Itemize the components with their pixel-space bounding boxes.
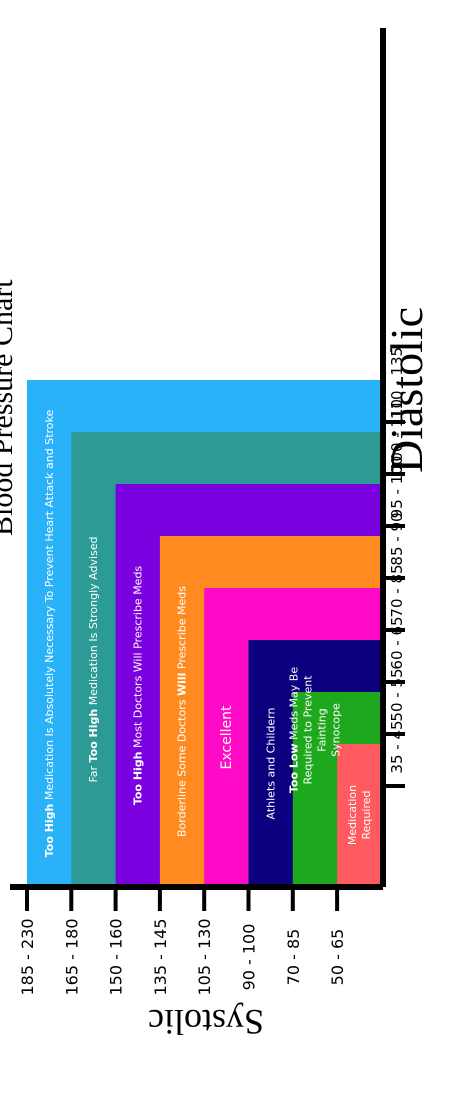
chart-title: Blood Pressure Chart [0,279,19,536]
systolic-tick-label: 165 - 180 [62,918,81,995]
bar-level-1 [337,744,383,887]
y-axis-title: Systolic [148,1002,264,1042]
band-label-level-7: Far Too High Medication Is Strongly Advi… [87,536,100,782]
diastolic-tick-label: 95 - 100 [388,456,406,519]
systolic-tick-label: 150 - 160 [107,918,126,995]
bars-group [27,380,384,887]
diastolic-tick-label: 100 - 110 [388,399,406,471]
systolic-tick-label: 185 - 230 [18,918,37,995]
diastolic-tick-label: 85 - 90 [388,512,406,565]
systolic-tick-label: 90 - 100 [240,924,259,991]
diastolic-tick-label: 70 - 85 [388,564,406,617]
systolic-tick-label: 105 - 130 [195,918,214,995]
band-label-level-4: Excellent [219,705,235,769]
band-label-level-6: Too High Most Doctors Will Prescribe Med… [131,566,144,806]
band-label-level-5: Borderline Some Doctors Will Prescribe M… [176,586,189,837]
systolic-tick-label: 50 - 65 [328,929,347,986]
systolic-ticks: 50 - 65 70 - 85 90 - 100 105 - 130 135 - 145… [18,887,347,996]
systolic-tick-label: 70 - 85 [284,929,303,986]
x-axis-title: Diastolic [381,307,432,473]
band-label-level-3: Athlets and Childern [264,707,277,819]
diastolic-tick-label: 60 - 65 [388,616,406,669]
systolic-tick-label: 135 - 145 [151,918,170,995]
diastolic-tick-label: 110 - 135 [388,347,406,419]
band-label-level-1: MedicationRequired [346,785,373,845]
diastolic-tick-label: 35 - 45 [388,720,406,773]
diastolic-tick-label: 50 - 55 [388,668,406,721]
band-label-level-8: Too High Medication Is Absolutely Necess… [43,409,56,857]
band-label-level-2: Too Low Meds May BeRequired to PreventFa… [288,667,343,793]
